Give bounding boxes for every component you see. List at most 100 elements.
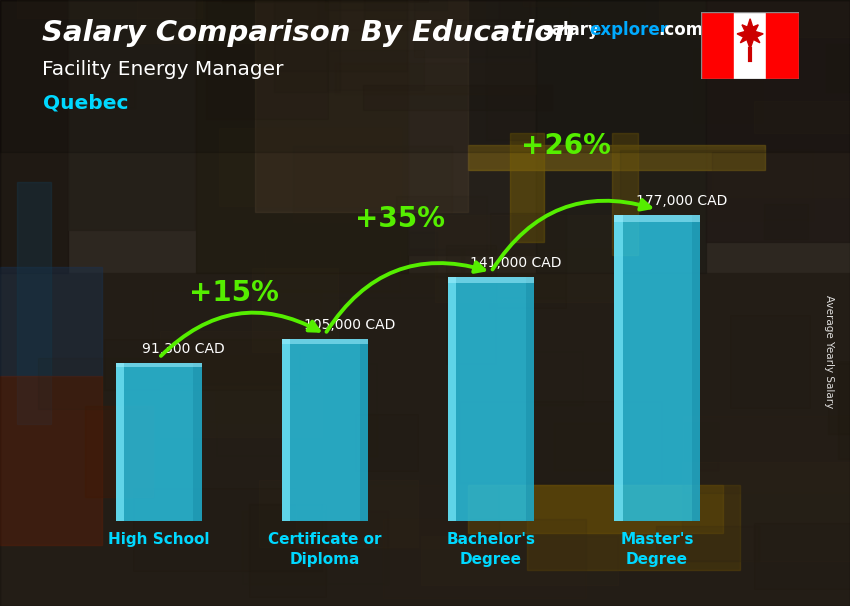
Bar [0, 376, 102, 545]
Bar [701, 12, 734, 79]
Bar [414, 0, 530, 57]
Bar [156, 356, 287, 422]
Bar [655, 525, 759, 561]
Text: 177,000 CAD: 177,000 CAD [637, 194, 728, 208]
Bar [692, 215, 700, 521]
Text: Average Yearly Salary: Average Yearly Salary [824, 295, 834, 408]
Bar [525, 277, 534, 521]
Bar [614, 215, 700, 222]
Bar [161, 331, 322, 437]
Bar [448, 277, 534, 521]
Bar [116, 363, 202, 367]
Bar [446, 245, 496, 364]
Bar [459, 401, 661, 483]
Bar [282, 339, 291, 521]
Bar [396, 196, 487, 277]
Bar [219, 128, 400, 206]
Bar [275, 232, 437, 291]
Bar [293, 146, 451, 222]
Bar [527, 485, 740, 570]
Polygon shape [737, 19, 763, 49]
Text: Facility Energy Manager: Facility Energy Manager [42, 60, 284, 79]
Bar [267, 250, 464, 298]
Bar [116, 363, 124, 521]
Bar [0, 267, 102, 376]
Bar [408, 0, 536, 255]
Bar [734, 12, 767, 79]
Bar [448, 277, 534, 283]
Bar [133, 488, 322, 571]
Bar [216, 363, 377, 456]
Bar [259, 480, 417, 547]
Bar [364, 0, 570, 20]
Bar [363, 85, 552, 110]
Bar [434, 215, 613, 302]
Text: 91,300 CAD: 91,300 CAD [143, 342, 225, 356]
Bar [319, 0, 485, 30]
Bar [252, 268, 338, 351]
Text: 141,000 CAD: 141,000 CAD [470, 256, 562, 270]
Bar [249, 504, 326, 598]
Bar [706, 0, 850, 242]
Bar [712, 152, 850, 196]
Bar [838, 361, 850, 459]
Bar [0, 0, 850, 152]
Bar [194, 363, 202, 521]
Bar [499, 0, 644, 21]
Bar [116, 363, 202, 521]
Text: +35%: +35% [354, 205, 445, 233]
Bar [614, 215, 622, 521]
Bar [486, 19, 536, 140]
Bar [242, 511, 388, 584]
Text: Salary Comparison By Education: Salary Comparison By Education [42, 19, 575, 47]
Bar [0, 0, 68, 273]
Bar [336, 64, 536, 95]
Bar [490, 213, 566, 307]
Bar [510, 133, 544, 242]
Bar [327, 50, 423, 90]
Bar [659, 0, 850, 37]
Text: Quebec: Quebec [42, 93, 128, 113]
Bar [68, 0, 196, 230]
Bar [462, 249, 612, 298]
Bar [754, 101, 850, 133]
Bar [38, 358, 147, 409]
Bar [0, 0, 850, 273]
Bar [222, 0, 428, 2]
Text: salary: salary [542, 21, 599, 39]
Bar [104, 339, 300, 390]
Bar [683, 416, 850, 493]
Bar [536, 0, 706, 273]
Text: 105,000 CAD: 105,000 CAD [304, 318, 395, 333]
Bar [85, 406, 153, 497]
Bar [764, 204, 807, 239]
Bar [468, 485, 722, 533]
Bar [196, 0, 408, 273]
Bar [445, 312, 491, 347]
Bar [612, 133, 638, 255]
Bar [354, 415, 417, 471]
Bar [729, 315, 809, 408]
Bar [523, 0, 589, 6]
Bar [620, 150, 813, 219]
Bar [530, 351, 583, 405]
Bar [282, 339, 368, 344]
Bar [238, 0, 407, 71]
Bar [275, 0, 340, 92]
Bar [826, 44, 850, 92]
Bar [767, 12, 799, 79]
Bar [265, 248, 400, 291]
Bar [255, 0, 468, 212]
Text: explorer: explorer [589, 21, 668, 39]
Bar [17, 182, 51, 424]
Text: +15%: +15% [189, 279, 279, 307]
Bar [554, 423, 717, 470]
Text: .com: .com [659, 21, 704, 39]
Bar [828, 362, 850, 434]
Bar [206, 0, 328, 119]
Bar [614, 215, 700, 521]
Bar [297, 485, 499, 548]
Bar [468, 145, 765, 170]
Bar [360, 339, 368, 521]
Bar [754, 522, 850, 589]
